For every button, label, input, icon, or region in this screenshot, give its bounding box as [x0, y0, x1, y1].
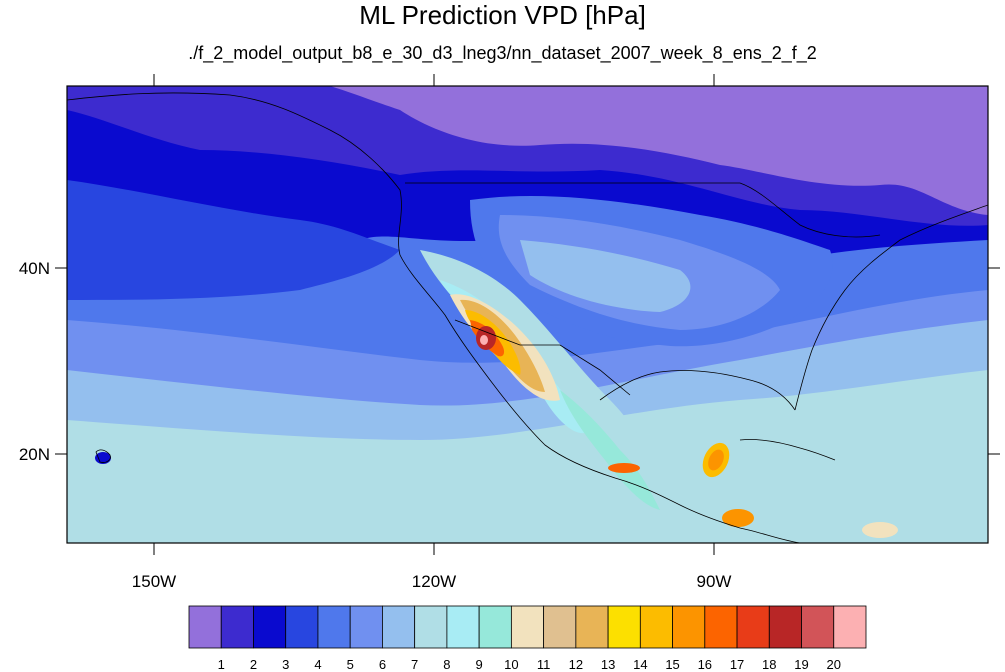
hawaii-outline [95, 449, 111, 463]
colorbar-swatch [414, 605, 448, 649]
colorbar-label: 9 [476, 657, 483, 672]
colorbar-swatch [349, 605, 383, 649]
colorbar-swatch [220, 605, 254, 649]
colorbar-label: 16 [698, 657, 712, 672]
lat-label-40n: 40N [19, 259, 50, 278]
lat-label-20n: 20N [19, 445, 50, 464]
colorbar-label: 1 [218, 657, 225, 672]
us-canada-border [405, 182, 881, 238]
colorbar-swatch [801, 605, 835, 649]
colorbar-label: 11 [537, 657, 551, 672]
field-band-4 [67, 180, 400, 300]
colorbar-label: 17 [730, 657, 744, 672]
colorbar-label: 20 [827, 657, 841, 672]
colorbar-label: 3 [282, 657, 289, 672]
lon-label-90w: 90W [697, 572, 732, 591]
chart-subtitle: ./f_2_model_output_b8_e_30_d3_lneg3/nn_d… [188, 43, 817, 63]
colorbar-swatch [768, 605, 802, 649]
colorbar-swatch [607, 605, 641, 649]
colorbar-label: 18 [762, 657, 776, 672]
us-south-coastline [599, 370, 796, 411]
colorbar-swatch [833, 605, 867, 649]
lon-label-150w: 150W [132, 572, 176, 591]
colorbar-swatch [253, 605, 287, 649]
field-band-8 [67, 370, 988, 543]
lon-label-120w: 120W [412, 572, 456, 591]
colorbar-swatch [575, 605, 609, 649]
map-frame [66, 85, 989, 544]
colorbar-swatch [736, 605, 770, 649]
colorbar-label: 19 [794, 657, 808, 672]
field-hawaii-3 [95, 452, 111, 464]
colorbar-swatch [704, 605, 738, 649]
field-centam-15 [722, 509, 754, 527]
field-band-1 [330, 86, 988, 215]
colorbar-swatch [446, 605, 480, 649]
colorbar-swatch [285, 605, 319, 649]
ticks [55, 74, 1000, 555]
colorbar-label: 7 [411, 657, 418, 672]
field-land-7 [520, 240, 691, 312]
colorbar-swatch [672, 605, 706, 649]
field-cuba-13 [708, 449, 724, 471]
colorbar-swatch [639, 605, 673, 649]
colorbar-label: 8 [443, 657, 450, 672]
colorbar-label: 2 [250, 657, 257, 672]
colorbar-swatch [510, 605, 545, 649]
colorbar-label: 10 [504, 657, 518, 672]
colorbar-label: 15 [665, 657, 679, 672]
colorbar-swatch [382, 605, 416, 649]
chart-title: ML Prediction VPD [hPa] [359, 0, 646, 30]
colorbar-label: 5 [347, 657, 354, 672]
colorbar-swatch [543, 605, 577, 649]
colorbar-swatch [317, 605, 351, 649]
colorbar-label: 4 [314, 657, 321, 672]
colorbar-label: 12 [569, 657, 583, 672]
colorbar-label: 6 [379, 657, 386, 672]
colorbar-label: 13 [601, 657, 615, 672]
field-hot-20 [480, 335, 488, 345]
us-east-coastline [794, 204, 988, 411]
colorbar: 1 2 3 4 5 6 7 8 9 10 11 12 13 14 15 16 17 18 19 20 [188, 605, 867, 672]
field-carib-11 [862, 522, 898, 538]
us-mexico-border [454, 319, 631, 396]
colorbar-label: 14 [633, 657, 647, 672]
field-mexico-17 [608, 463, 640, 473]
cuba-outline [739, 439, 836, 461]
north-america-coastline [67, 92, 801, 543]
colorbar-swatch [188, 605, 222, 649]
colorbar-swatch [478, 605, 512, 649]
field-ridge-10 [560, 390, 660, 510]
vpd-field [67, 86, 988, 543]
coastlines [67, 92, 988, 543]
